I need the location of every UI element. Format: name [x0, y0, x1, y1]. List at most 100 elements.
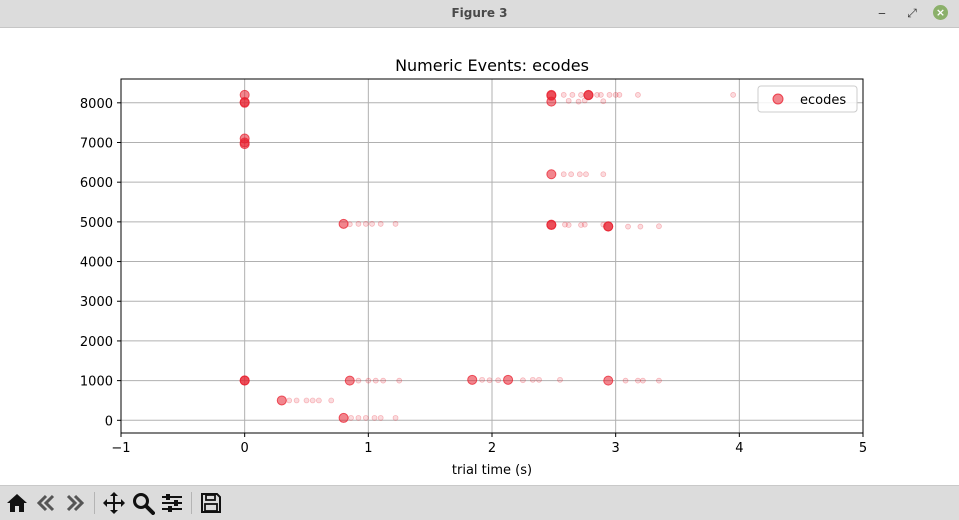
faint-data-point: [372, 377, 379, 384]
faint-data-point: [568, 171, 574, 178]
faint-data-point: [562, 221, 568, 228]
faint-data-point: [396, 377, 403, 384]
data-point: [276, 395, 287, 406]
home-button[interactable]: [5, 491, 29, 515]
faint-data-point: [392, 221, 399, 227]
save-icon: [201, 493, 221, 513]
configure-subplots-icon: [162, 494, 182, 512]
back-button[interactable]: [34, 491, 58, 515]
data-point: [603, 221, 614, 232]
faint-data-point: [600, 98, 607, 105]
faint-data-point: [380, 377, 387, 384]
legend-label: ecodes: [800, 93, 846, 108]
faint-data-point: [635, 377, 641, 384]
faint-data-point: [365, 377, 372, 384]
scatter-chart: −1 0 1 2 3 4 5 0 1000 2000 3000 4000 5000 6000 7000 800…: [80, 56, 867, 478]
faint-data-point: [557, 376, 563, 383]
faint-data-point: [536, 376, 542, 383]
y-tick-label: 7000: [80, 136, 113, 151]
faint-data-point: [486, 377, 493, 384]
faint-data-point: [612, 92, 619, 98]
back-icon: [36, 494, 55, 512]
faint-data-point: [316, 397, 322, 404]
navigation-toolbar: [0, 485, 959, 520]
faint-data-point: [565, 222, 572, 228]
forward-button[interactable]: [63, 491, 87, 515]
toolbar-separator: [94, 492, 95, 514]
y-tick-label: 0: [105, 414, 113, 429]
x-tick-label: 3: [612, 441, 620, 456]
faint-data-point: [560, 92, 567, 98]
faint-data-point: [479, 376, 485, 383]
faint-data-point: [309, 397, 316, 404]
faint-data-point: [583, 171, 589, 178]
faint-data-point: [529, 376, 536, 383]
forward-icon: [66, 494, 85, 512]
faint-data-point: [594, 92, 600, 98]
x-tick-label: 5: [859, 441, 867, 456]
faint-data-point: [635, 92, 641, 98]
x-tick-label: 4: [735, 441, 743, 456]
faint-data-point: [286, 397, 293, 404]
y-tick-label: 3000: [80, 295, 113, 310]
faint-data-point: [560, 171, 567, 178]
y-tick-label: 1000: [80, 375, 113, 390]
faint-data-point: [656, 377, 662, 384]
faint-data-point: [371, 415, 378, 421]
faint-data-point: [576, 171, 583, 178]
y-tick-label: 2000: [80, 335, 113, 350]
faint-data-point: [355, 377, 362, 384]
x-tick-label: 2: [488, 441, 496, 456]
faint-data-point: [293, 397, 300, 404]
faint-data-point: [377, 221, 384, 227]
y-tick-label: 6000: [80, 176, 113, 191]
save-button[interactable]: [199, 491, 223, 515]
faint-data-point: [569, 92, 576, 98]
data-point: [338, 412, 349, 423]
faint-data-point: [520, 377, 526, 384]
faint-data-point: [640, 377, 646, 384]
faint-data-point: [730, 92, 737, 98]
data-point: [583, 90, 594, 101]
x-tick-label: 0: [241, 441, 249, 456]
data-point: [546, 96, 557, 107]
faint-data-point: [377, 415, 384, 421]
y-tick-label: 8000: [80, 97, 113, 112]
minimize-button[interactable]: ‒: [878, 6, 886, 20]
faint-data-point: [328, 397, 335, 404]
legend-marker: [772, 93, 784, 105]
faint-data-point: [606, 92, 613, 98]
data-point: [338, 218, 349, 229]
faint-data-point: [578, 222, 584, 228]
y-tick-label: 5000: [80, 216, 113, 231]
zoom-icon: [133, 493, 155, 515]
y-tick-label: 4000: [80, 256, 113, 271]
data-point: [546, 169, 557, 180]
faint-data-point: [622, 377, 629, 384]
legend-box: [757, 85, 858, 113]
faint-data-point: [303, 397, 310, 404]
data-point: [503, 374, 514, 385]
x-axis-label: trial time (s): [452, 463, 532, 478]
faint-data-point: [355, 415, 362, 421]
maximize-button[interactable]: ⤢: [907, 6, 917, 20]
faint-data-point: [363, 415, 369, 421]
window-titlebar: Figure 3 ‒ ⤢ ×: [0, 0, 959, 28]
data-point: [467, 374, 478, 385]
faint-data-point: [355, 221, 362, 227]
faint-data-point: [348, 415, 354, 421]
data-point: [239, 139, 250, 150]
pan-button[interactable]: [102, 491, 126, 515]
faint-data-point: [616, 92, 623, 98]
faint-data-point: [597, 92, 604, 98]
faint-data-point: [369, 221, 375, 227]
faint-data-point: [363, 221, 369, 227]
zoom-button[interactable]: [131, 491, 155, 515]
faint-data-point: [565, 97, 572, 104]
configure-subplots-button[interactable]: [160, 491, 184, 515]
data-point: [603, 375, 614, 386]
close-button[interactable]: ×: [933, 5, 948, 20]
faint-data-point: [392, 415, 399, 421]
data-point: [239, 375, 250, 386]
faint-data-point: [656, 223, 662, 230]
